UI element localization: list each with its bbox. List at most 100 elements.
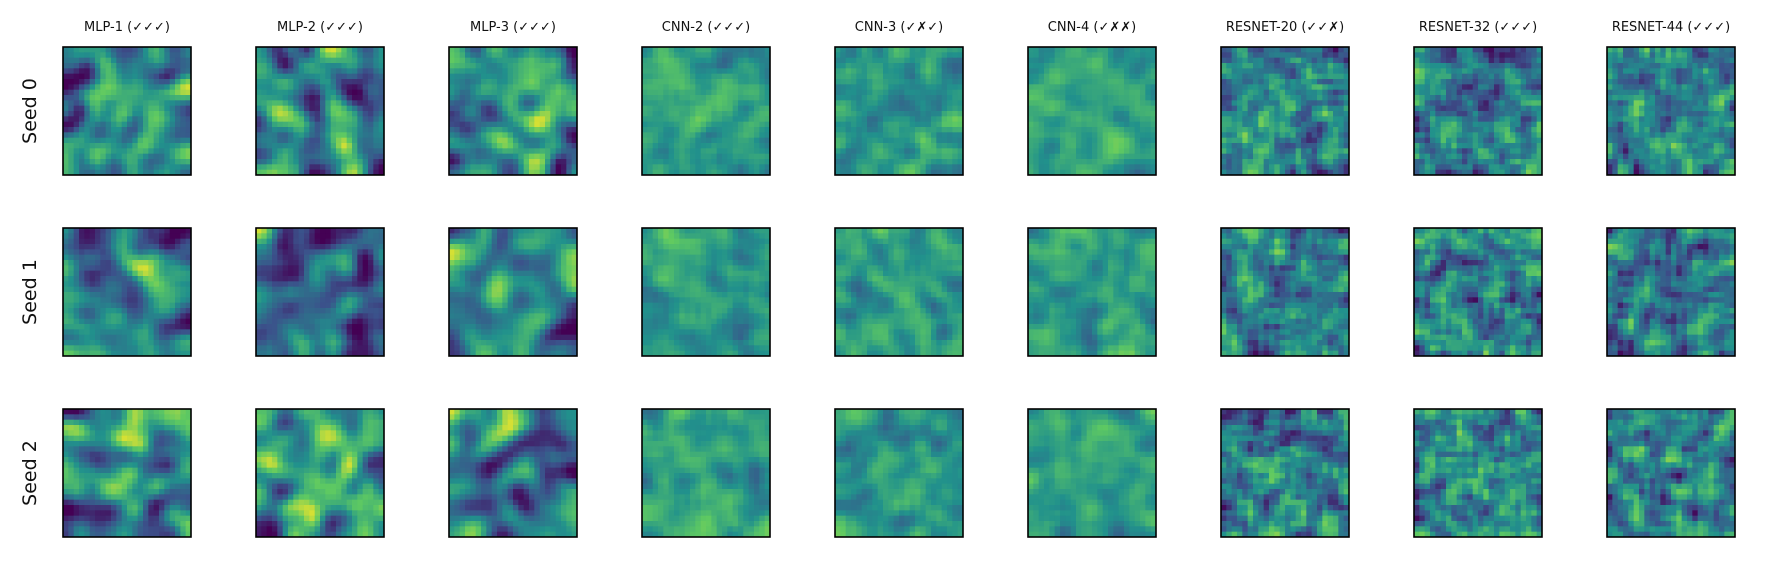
heatmap-cell [652,143,659,149]
heatmap-cell [1258,95,1265,101]
heatmap-cell [341,84,348,91]
heatmap-cell [700,100,707,107]
heatmap-cell [325,164,332,171]
heatmap-cell [700,116,707,123]
heatmap-cell [1435,132,1442,139]
heatmap-cell [100,116,107,123]
heatmap-cell [909,116,916,123]
heatmap-cell [454,116,461,123]
heatmap-cell [539,63,546,69]
heatmap-cell [518,95,525,101]
heatmap-cell [277,84,284,91]
heatmap-cell [164,57,171,64]
heatmap-cell [1531,84,1538,91]
heatmap-cell [68,116,75,123]
heatmap-cell [1054,169,1061,176]
heatmap-cell [652,169,659,176]
heatmap-cell [867,127,873,133]
heatmap-cell [856,111,863,117]
heatmap-cell [330,132,337,139]
heatmap-cell [1435,89,1442,96]
heatmap-cell [1317,68,1323,75]
heatmap-cell [132,111,139,117]
heatmap-cell [475,73,482,80]
heatmap-cell [743,95,750,101]
heatmap-cell [175,57,181,64]
heatmap-cell [534,84,541,91]
heatmap-cell [1515,73,1522,80]
heatmap-cell [957,127,964,133]
heatmap-cell [545,148,551,155]
heatmap-cell [137,100,144,107]
heatmap-cell [1681,84,1688,91]
heatmap-cell [1044,143,1050,149]
heatmap-cell [668,132,675,139]
heatmap-cell [153,164,160,171]
heatmap-cell [909,57,916,64]
heatmap-cell [658,84,664,91]
heatmap-cell [1446,95,1452,101]
heatmap-cell [1049,153,1056,160]
heatmap-cell [1306,127,1313,133]
heatmap-cell [73,105,80,112]
heatmap-cell [845,100,852,107]
heatmap-cell [679,79,686,85]
heatmap-cell [95,79,101,85]
heatmap-cell [362,52,369,59]
heatmap-cell [1333,100,1339,107]
heatmap-cell [1515,79,1522,85]
heatmap-cell [1102,143,1109,149]
heatmap-cell [164,121,171,128]
heatmap-cell [1150,111,1157,117]
heatmap-cell [1221,137,1227,144]
heatmap-cell [571,153,578,160]
heatmap-cell [1607,47,1613,53]
heatmap-cell [486,79,493,85]
heatmap-cell [84,153,91,160]
heatmap-cell [1451,95,1458,101]
heatmap-cell [668,116,675,123]
heatmap-cell [325,105,332,112]
heatmap-cell [700,127,707,133]
heatmap-cell [1435,159,1442,165]
heatmap-cell [1536,148,1543,155]
heatmap-cell [320,164,326,171]
heatmap-cell [748,169,755,176]
heatmap-cell [1665,121,1672,128]
heatmap-cell [957,148,964,155]
heatmap-cell [497,143,503,149]
heatmap-cell [1451,89,1458,96]
heatmap-panels [62,46,1736,538]
heatmap-cell [1129,95,1136,101]
heatmap-cell [256,143,262,149]
heatmap-cell [1269,47,1275,53]
heatmap-cell [722,137,728,144]
heatmap-cell [1140,79,1146,85]
heatmap-cell [957,105,964,112]
heatmap-cell [1338,52,1345,59]
heatmap-cell [309,63,316,69]
heatmap-cell [754,68,760,75]
heatmap-cell [164,137,171,144]
heatmap-cell [143,159,149,165]
heatmap-cell [486,116,493,123]
heatmap-cell [931,47,937,53]
heatmap-cell [1462,73,1468,80]
heatmap-cell [1150,68,1157,75]
heatmap-cell [330,116,337,123]
heatmap-cell [73,121,80,128]
heatmap-cell [835,89,841,96]
heatmap-cell [378,100,385,107]
heatmap-cell [899,111,905,117]
heatmap-cell [1226,100,1233,107]
heatmap-cell [909,121,916,128]
heatmap-cell [952,164,959,171]
heatmap-cell [845,95,852,101]
heatmap-cell [877,95,884,101]
heatmap-cell [738,68,744,75]
heatmap-cell [1510,148,1516,155]
heatmap-cell [63,148,69,155]
heatmap-cell [1295,169,1302,176]
heatmap-cell [1028,137,1034,144]
heatmap-cell [153,116,160,123]
